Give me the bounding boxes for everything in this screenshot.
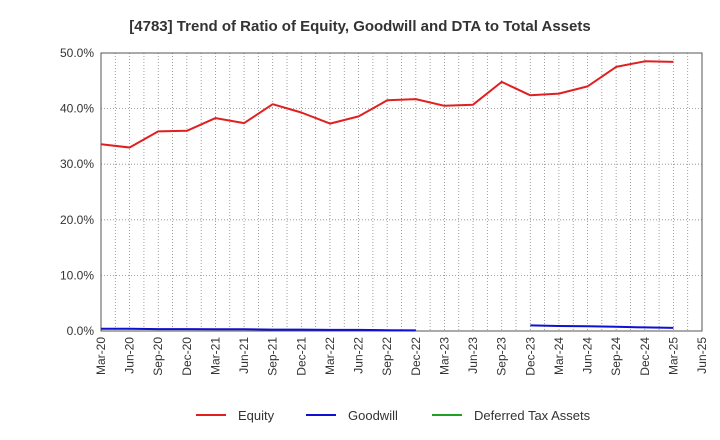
x-tick-label: Dec-23 [523,337,537,376]
x-tick-label: Mar-24 [552,337,566,375]
x-tick-label: Dec-21 [294,337,308,376]
x-tick-label: Sep-23 [495,337,509,376]
x-tick-label: Mar-21 [208,337,222,375]
x-tick-label: Sep-21 [266,337,280,376]
x-tick-label: Dec-22 [409,337,423,376]
x-tick-label: Mar-22 [323,337,337,375]
x-tick-label: Jun-24 [581,337,595,374]
series-line-goodwill [530,324,674,329]
x-tick-label: Sep-24 [609,337,623,376]
legend-label: Deferred Tax Assets [474,408,591,423]
x-tick-label: Sep-20 [151,337,165,376]
x-tick-label: Dec-24 [638,337,652,376]
x-tick-label: Mar-23 [437,337,451,375]
x-tick-label: Sep-22 [380,337,394,376]
x-tick-label: Jun-23 [466,337,480,374]
series-lines [100,60,674,332]
x-tick-label: Mar-25 [666,337,680,375]
x-tick-label: Jun-25 [695,337,709,374]
x-tick-label: Mar-20 [94,337,108,375]
y-tick-label: 20.0% [60,213,94,227]
x-tick-label: Dec-20 [180,337,194,376]
series-line-equity [100,60,674,149]
chart-title: [4783] Trend of Ratio of Equity, Goodwil… [129,18,590,35]
y-tick-label: 10.0% [60,268,94,282]
y-tick-label: 30.0% [60,157,94,171]
y-tick-label: 0.0% [67,324,95,338]
y-tick-label: 50.0% [60,46,94,60]
legend-label: Goodwill [348,408,398,423]
x-tick-label: Jun-21 [237,337,251,374]
legend-label: Equity [238,408,275,423]
series-line-goodwill [101,327,416,332]
y-tick-label: 40.0% [60,102,94,116]
grid [101,53,702,331]
x-tick-label: Jun-20 [123,337,137,374]
legend: Equity Goodwill Deferred Tax Assets [196,408,591,423]
y-axis: 0.0% 10.0% 20.0% 30.0% 40.0% 50.0% [60,46,94,338]
x-axis: Mar-20 Jun-20 Sep-20 Dec-20 Mar-21 Jun-21 Sep-… [94,337,709,376]
x-tick-label: Jun-22 [352,337,366,374]
